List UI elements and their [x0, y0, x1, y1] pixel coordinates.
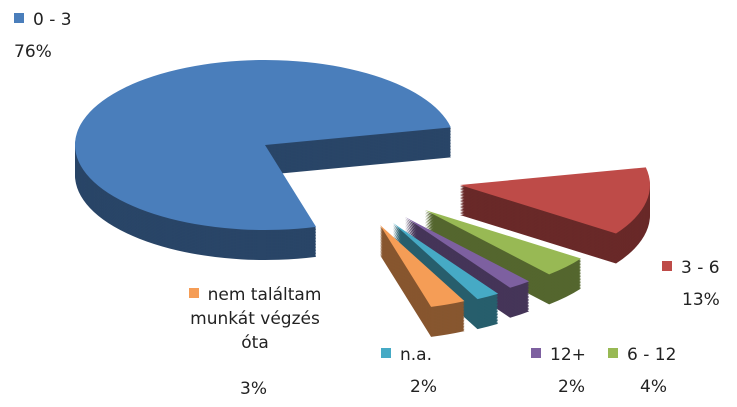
- slice: [74, 59, 451, 230]
- category-text: 0 - 3: [33, 10, 72, 30]
- category-text: 6 - 12: [627, 345, 677, 365]
- value-label: 3%: [240, 379, 267, 399]
- legend-swatch: [381, 348, 391, 358]
- category-text: n.a.: [400, 345, 432, 365]
- legend-swatch: [662, 261, 672, 271]
- value-label: 4%: [640, 377, 667, 397]
- value-label: 76%: [14, 42, 52, 62]
- slice: [425, 210, 582, 275]
- value-label: 13%: [682, 290, 720, 310]
- category-label: 6 - 12: [608, 343, 676, 367]
- legend-swatch: [188, 288, 199, 298]
- legend-swatch: [608, 348, 618, 358]
- legend-swatch: [531, 348, 541, 358]
- slice: [393, 223, 499, 300]
- category-label: n.a.: [381, 343, 432, 367]
- category-label: 3 - 6: [662, 256, 720, 280]
- slice: [460, 167, 651, 234]
- category-label: 12+: [531, 343, 586, 367]
- category-text: nem találtam munkát végzés óta: [190, 285, 322, 353]
- slice: [380, 225, 465, 307]
- category-text: 12+: [550, 345, 586, 365]
- category-label: nem találtam munkát végzés óta: [175, 283, 335, 355]
- legend-swatch: [14, 13, 24, 23]
- slice: [405, 217, 530, 288]
- category-text: 3 - 6: [681, 258, 720, 278]
- category-label: 0 - 3: [14, 8, 72, 32]
- value-label: 2%: [558, 377, 585, 397]
- value-label: 2%: [410, 377, 437, 397]
